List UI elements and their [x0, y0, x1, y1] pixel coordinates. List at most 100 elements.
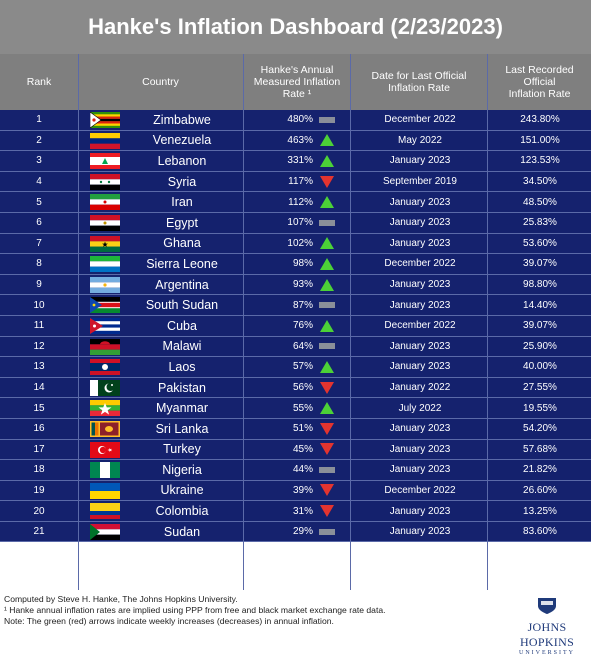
table-row: 1 Zimbabwe 480% December 2022 243.80%: [0, 110, 591, 131]
cell-trend-indicator: [318, 357, 336, 377]
cell-country: Argentina: [155, 277, 209, 292]
flag-icon: [90, 462, 120, 479]
cell-rank: 1: [36, 114, 42, 126]
cell-rank: 3: [36, 155, 42, 167]
cell-hanke-rate: 480%: [287, 114, 313, 126]
increase-arrow-icon: [320, 257, 334, 270]
cell-hanke-rate: 331%: [287, 155, 313, 167]
cell-trend-indicator: [318, 131, 336, 151]
cell-official-date: January 2023: [389, 237, 451, 249]
cell-country: Zimbabwe: [153, 112, 211, 127]
header-rank: Rank: [26, 76, 52, 88]
cell-official-date: January 2023: [389, 361, 451, 373]
header-last-rate-line2: Inflation Rate: [508, 88, 571, 100]
cell-rank: 14: [33, 382, 45, 394]
no-change-dash-icon: [319, 528, 335, 535]
cell-rank: 16: [33, 423, 45, 435]
cell-rank: 7: [36, 237, 42, 249]
jhu-logo-sub: UNIVERSITY: [519, 650, 575, 656]
cell-official-date: January 2023: [389, 196, 451, 208]
table-row: 17 Turkey 45% January 2023 57.68%: [0, 439, 591, 461]
cell-rank: 8: [36, 258, 42, 270]
flag-icon: [90, 235, 120, 252]
cell-hanke-rate: 45%: [292, 443, 313, 455]
cell-rank: 12: [33, 340, 45, 352]
increase-arrow-icon: [320, 237, 334, 250]
flag-icon: [90, 338, 120, 355]
cell-rank: 5: [36, 196, 42, 208]
cell-country: Sri Lanka: [155, 421, 209, 436]
table-row: 4 Syria 117% September 2019 34.50%: [0, 171, 591, 193]
increase-arrow-icon: [320, 360, 334, 373]
flag-icon: [90, 400, 120, 417]
cell-country: Syria: [167, 174, 197, 189]
table-row: 10 South Sudan 87% January 2023 14.40%: [0, 295, 591, 316]
cell-trend-indicator: [318, 398, 336, 418]
cell-country: Venezuela: [152, 133, 212, 148]
cell-rank: 6: [36, 217, 42, 229]
cell-hanke-rate: 56%: [292, 382, 313, 394]
table-row: 6 Egypt 107% January 2023 25.83%: [0, 212, 591, 234]
cell-official-date: January 2023: [389, 464, 451, 476]
cell-trend-indicator: [318, 234, 336, 254]
table-row: 21 Sudan 29% January 2023 83.60%: [0, 521, 591, 543]
table-row: 18 Nigeria 44% January 2023 21.82%: [0, 460, 591, 481]
cell-hanke-rate: 98%: [292, 258, 313, 270]
cell-hanke-rate: 44%: [292, 464, 313, 476]
table-row: 2 Venezuela 463% May 2022 151.00%: [0, 130, 591, 152]
flag-icon: [90, 256, 120, 273]
cell-rank: 17: [33, 443, 45, 455]
column-divider: [243, 54, 244, 590]
cell-official-rate: 83.60%: [523, 526, 557, 538]
cell-trend-indicator: [318, 172, 336, 192]
cell-official-date: January 2023: [389, 217, 451, 229]
flag-icon: [90, 112, 120, 128]
cell-official-rate: 243.80%: [520, 114, 560, 126]
cell-official-rate: 123.53%: [520, 155, 560, 167]
decrease-arrow-icon: [320, 422, 334, 435]
cell-country: Ghana: [163, 236, 201, 251]
table-row: 20 Colombia 31% January 2023 13.25%: [0, 501, 591, 522]
cell-country: Nigeria: [162, 462, 202, 477]
cell-trend-indicator: [318, 275, 336, 295]
table-row: 8 Sierra Leone 98% December 2022 39.07%: [0, 254, 591, 275]
cell-official-date: January 2023: [389, 279, 451, 291]
cell-trend-indicator: [318, 378, 336, 398]
cell-official-rate: 39.07%: [523, 320, 557, 332]
cell-trend-indicator: [318, 501, 336, 521]
increase-arrow-icon: [320, 319, 334, 332]
cell-trend-indicator: [318, 192, 336, 212]
cell-official-rate: 40.00%: [523, 361, 557, 373]
table-row: 5 Iran 112% January 2023 48.50%: [0, 192, 591, 213]
cell-hanke-rate: 117%: [288, 176, 313, 188]
cell-official-date: January 2023: [389, 443, 451, 455]
table-row: 12 Malawi 64% January 2023 25.90%: [0, 336, 591, 358]
cell-official-date: January 2023: [389, 526, 451, 538]
cell-trend-indicator: [318, 481, 336, 501]
cell-official-rate: 34.50%: [523, 176, 557, 188]
decrease-arrow-icon: [320, 381, 334, 394]
table-header: Rank Country Hanke's Annual Measured Inf…: [0, 54, 591, 110]
cell-hanke-rate: 55%: [292, 402, 313, 414]
header-hanke-rate-line3: Rate ¹: [282, 88, 312, 100]
table-row: 7 Ghana 102% January 2023 53.60%: [0, 233, 591, 255]
flag-icon: [90, 214, 120, 231]
cell-country: Colombia: [155, 504, 209, 519]
cell-official-date: January 2023: [389, 505, 451, 517]
cell-official-rate: 48.50%: [523, 196, 557, 208]
footer-footnote: ¹ Hanke annual inflation rates are impli…: [4, 605, 386, 615]
cell-hanke-rate: 31%: [292, 505, 313, 517]
flag-icon: [90, 132, 120, 149]
table-row: 3 Lebanon 331% January 2023 123.53%: [0, 151, 591, 172]
cell-rank: 15: [33, 402, 45, 414]
cell-official-date: December 2022: [384, 114, 456, 126]
decrease-arrow-icon: [320, 175, 334, 188]
flag-icon: [90, 153, 120, 170]
cell-trend-indicator: [318, 460, 336, 480]
table-row: 19 Ukraine 39% December 2022 26.60%: [0, 480, 591, 502]
column-divider: [487, 54, 488, 590]
cell-rank: 2: [36, 134, 42, 146]
table-body: 1 Zimbabwe 480% December 2022 243.80% 2 Venezu…: [0, 110, 591, 543]
increase-arrow-icon: [320, 154, 334, 167]
no-change-dash-icon: [319, 219, 335, 226]
